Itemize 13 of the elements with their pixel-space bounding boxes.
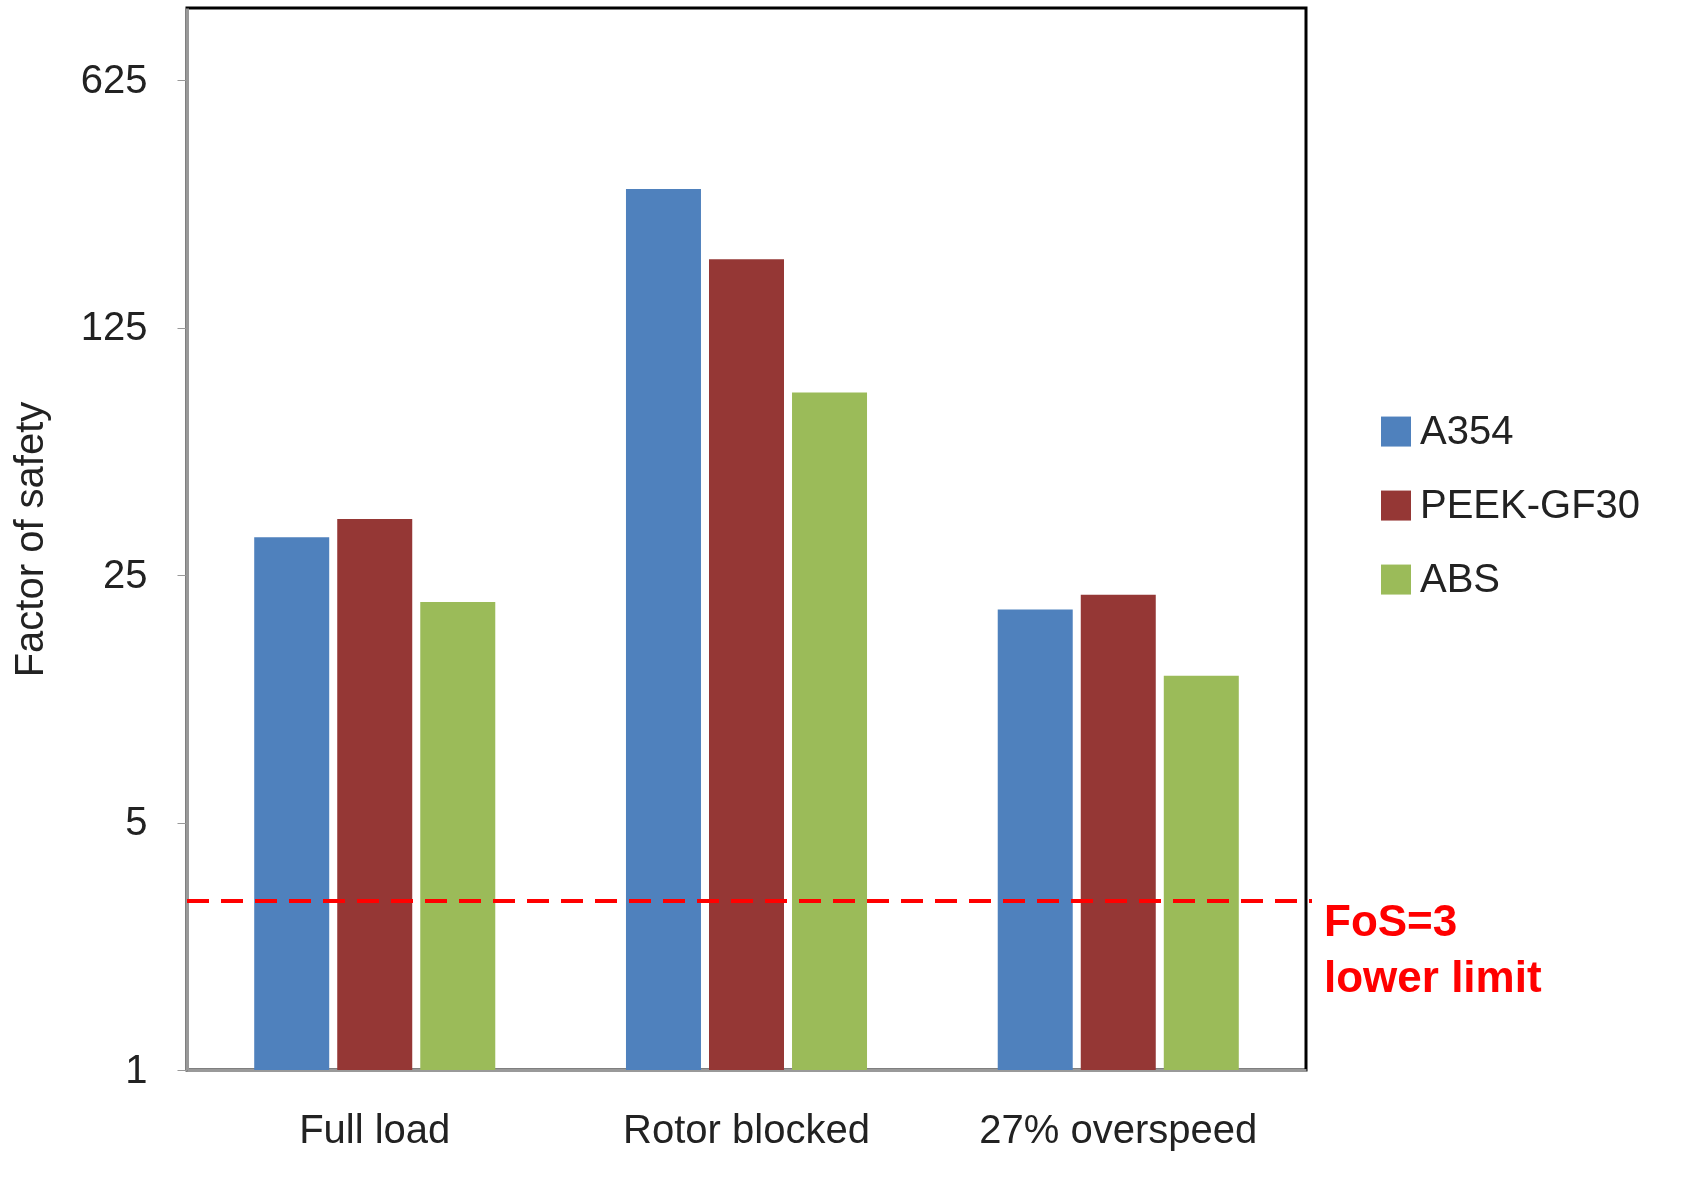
y-tick-label: 625 [80,56,148,101]
x-tick-label: 27% overspeed [979,1106,1258,1151]
legend-label: A354 [1420,407,1514,452]
legend-label: ABS [1420,555,1501,600]
x-tick-label: Full load [299,1106,451,1151]
y-tick-label: 125 [80,304,148,349]
x-tick-label: Rotor blocked [623,1106,870,1151]
y-tick-label: 5 [125,799,148,844]
y-tick-label: 1 [125,1046,148,1091]
legend-label: PEEK-GF30 [1420,481,1641,526]
ref-line-label: FoS=3 lower limit [1324,896,1542,1002]
y-tick-label: 25 [103,551,148,596]
y-axis-title: Factor of safety [6,401,51,678]
